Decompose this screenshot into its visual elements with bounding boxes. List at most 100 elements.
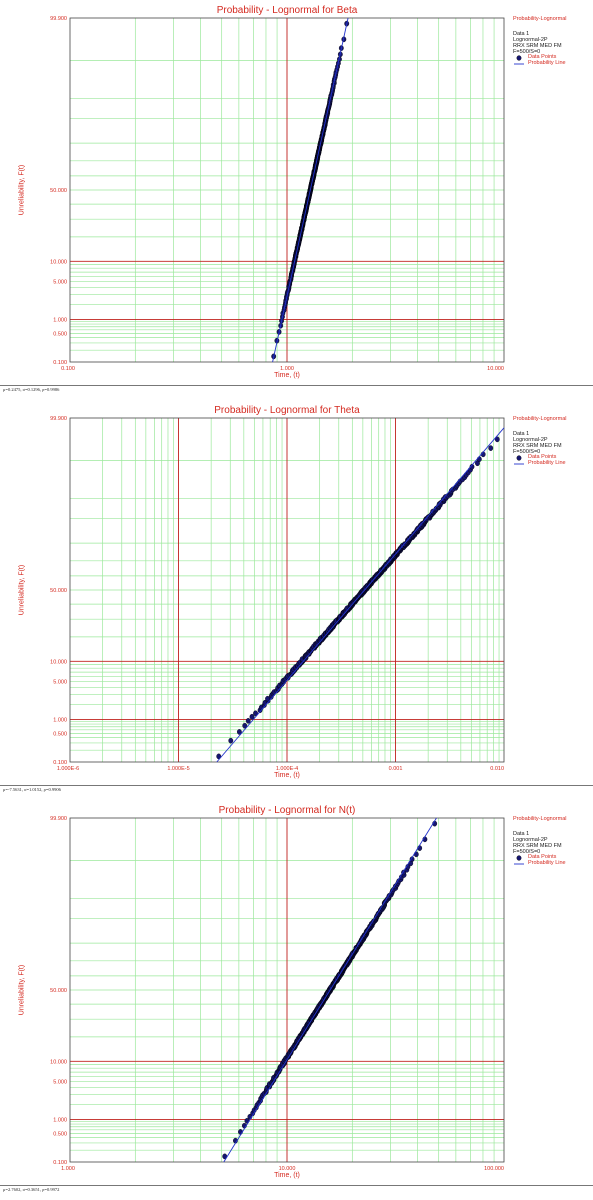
parameters-footer: μ=-7.5631, σ=1.0152, ρ=0.9906 <box>3 787 61 792</box>
data-point <box>228 737 234 744</box>
data-point <box>469 463 475 470</box>
legend-line: Lognormal-2P <box>513 437 548 443</box>
chart-title: Probability - Lognormal for Beta <box>216 5 358 16</box>
y-tick-label: 10.000 <box>50 1059 67 1065</box>
probability-line <box>223 817 437 1163</box>
data-point <box>245 717 251 724</box>
y-tick-label: 10.000 <box>50 259 67 265</box>
chart-svg: 0.100 0.500 1.000 5.000 10.000 50.000 99.900 0.… <box>50 16 505 372</box>
separator-line <box>0 385 593 386</box>
parameters-footer: μ=0.2475, σ=0.1296, ρ=0.9986 <box>3 387 60 392</box>
separator-line <box>0 785 593 786</box>
y-tick-label: 0.100 <box>53 1160 67 1166</box>
x-tick-label: 0.100 <box>61 366 75 372</box>
legend-symbols <box>514 855 524 865</box>
y-tick-label: 1.000 <box>53 317 67 323</box>
legend-line: F=500/S=0 <box>513 449 541 455</box>
legend-points-label: Data Points <box>528 454 557 460</box>
y-tick-label: 1.000 <box>53 1117 67 1123</box>
legend-line: Lognormal-2P <box>513 837 548 843</box>
x-tick-label: 100.000 <box>484 1166 504 1172</box>
y-axis-label-text: Unreliability, F(t) <box>18 164 26 216</box>
chart-svg: 0.100 0.500 1.000 5.000 10.000 50.000 99.900 1.… <box>50 416 505 772</box>
legend-marker-icon <box>516 455 522 461</box>
legend-dataset: Data 1 <box>513 831 530 837</box>
chart-panel: 0.100 0.500 1.000 5.000 10.000 50.000 99.900 0.… <box>0 0 593 400</box>
x-tick-label: 10.000 <box>279 1166 296 1172</box>
data-point <box>494 436 500 443</box>
legend-points-label: Data Points <box>528 54 557 60</box>
legend: Probability-Lognormal Data 1 Lognormal-2P R… <box>510 414 593 474</box>
legend-line-label: Probability Line <box>528 860 566 866</box>
y-tick-label: 50.000 <box>50 988 67 994</box>
x-axis-label: Time, (t) <box>274 1172 300 1179</box>
y-tick-label: 1.000 <box>53 717 67 723</box>
y-tick-label: 50.000 <box>50 188 67 194</box>
legend-line: RRX SRM MED FM <box>513 43 562 49</box>
legend-title: Probability-Lognormal <box>513 16 567 22</box>
plot-frame <box>69 17 505 363</box>
y-tick-label: 0.100 <box>53 360 67 366</box>
legend: Probability-Lognormal Data 1 Lognormal-2P R… <box>510 14 593 74</box>
legend-symbols <box>514 455 524 465</box>
legend-line: Lognormal-2P <box>513 37 548 43</box>
x-tick-label: 1.000 <box>280 366 294 372</box>
probability-line <box>272 17 349 363</box>
x-tick-label: 0.010 <box>490 766 504 772</box>
chart-title: Probability - Lognormal for Theta <box>214 405 360 416</box>
x-tick-label: 1.000 <box>61 1166 75 1172</box>
y-tick-label: 5.000 <box>53 1080 67 1086</box>
y-tick-label: 0.100 <box>53 760 67 766</box>
data-point <box>249 713 255 720</box>
legend-line: F=500/S=0 <box>513 49 541 55</box>
y-tick-label: 99.900 <box>50 816 67 822</box>
x-axis-label: Time, (t) <box>274 372 300 379</box>
legend: Probability-Lognormal Data 1 Lognormal-2P R… <box>510 814 593 874</box>
legend-title: Probability-Lognormal <box>513 416 567 422</box>
separator-line <box>0 1185 593 1186</box>
chart-title: Probability - Lognormal for N(t) <box>218 805 356 816</box>
legend-marker-icon <box>516 55 522 61</box>
y-tick-label: 0.500 <box>53 731 67 737</box>
data-point <box>476 456 482 463</box>
chart-panel: 0.100 0.500 1.000 5.000 10.000 50.000 99.900 1.… <box>0 400 593 800</box>
probability-line <box>216 427 505 763</box>
x-tick-label: 1.000E-5 <box>167 766 189 772</box>
y-tick-label: 5.000 <box>53 680 67 686</box>
y-axis-label-text: Unreliability, F(t) <box>18 964 26 1016</box>
legend-points-label: Data Points <box>528 854 557 860</box>
y-tick-label: 5.000 <box>53 280 67 286</box>
y-tick-label: 10.000 <box>50 659 67 665</box>
y-tick-label: 99.900 <box>50 416 67 422</box>
x-tick-label: 10.000 <box>487 366 504 372</box>
legend-line-label: Probability Line <box>528 60 566 66</box>
y-axis-label-text: Unreliability, F(t) <box>18 564 26 616</box>
y-tick-label: 50.000 <box>50 588 67 594</box>
y-tick-label: 99.900 <box>50 16 67 22</box>
x-axis-label: Time, (t) <box>274 772 300 779</box>
legend-line-label: Probability Line <box>528 460 566 466</box>
x-tick-label: 1.000E-4 <box>276 766 298 772</box>
chart-svg: 0.100 0.500 1.000 5.000 10.000 50.000 99.900 1.… <box>50 816 505 1172</box>
y-tick-label: 0.500 <box>53 1131 67 1137</box>
data-point <box>253 710 258 717</box>
parameters-footer: μ=2.7602, σ=0.3651, ρ=0.9972 <box>3 1187 60 1192</box>
legend-marker-icon <box>516 855 522 861</box>
data-point <box>488 445 494 451</box>
legend-title: Probability-Lognormal <box>513 816 567 822</box>
plot-frame <box>69 417 505 763</box>
legend-line: F=500/S=0 <box>513 849 541 855</box>
legend-symbols <box>514 55 524 65</box>
legend-line: RRX SRM MED FM <box>513 843 562 849</box>
legend-line: RRX SRM MED FM <box>513 443 562 449</box>
plot-frame <box>69 817 505 1163</box>
x-tick-label: 0.001 <box>389 766 403 772</box>
data-point <box>242 722 248 729</box>
y-tick-label: 0.500 <box>53 331 67 337</box>
data-point <box>236 729 242 735</box>
data-point <box>216 753 222 760</box>
legend-dataset: Data 1 <box>513 31 530 37</box>
legend-dataset: Data 1 <box>513 431 530 437</box>
x-tick-label: 1.000E-6 <box>57 766 79 772</box>
chart-panel: 0.100 0.500 1.000 5.000 10.000 50.000 99.900 1.… <box>0 800 593 1200</box>
